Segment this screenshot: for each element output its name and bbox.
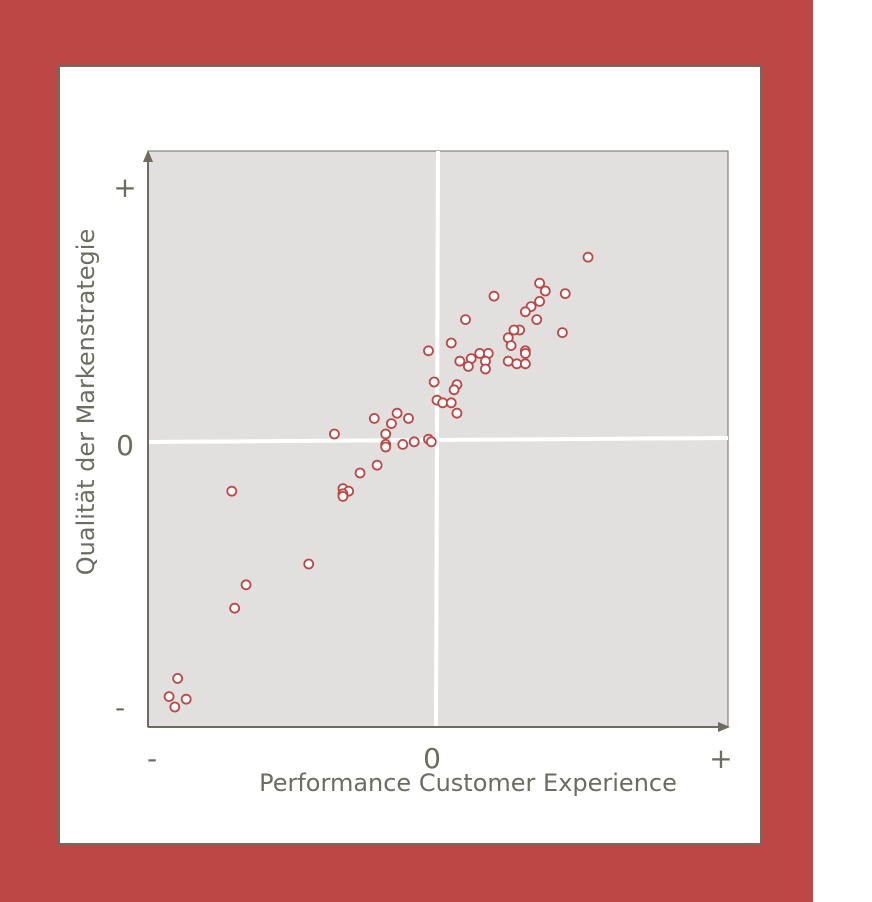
data-point	[557, 327, 568, 339]
data-point	[505, 340, 517, 352]
data-point	[534, 295, 545, 307]
data-point	[371, 459, 383, 471]
data-point	[488, 290, 500, 302]
y-axis-title: Qualität der Markenstrategie	[72, 229, 100, 575]
data-point	[423, 345, 434, 357]
data-point	[397, 438, 409, 450]
x-tick-label: -	[147, 742, 157, 775]
x-tick-label: 0	[423, 742, 441, 775]
data-point	[180, 693, 192, 705]
data-point	[163, 691, 175, 702]
data-point	[454, 355, 466, 367]
data-point	[380, 441, 392, 453]
data-point	[502, 355, 514, 367]
data-point	[451, 407, 463, 419]
y-tick-label: 0	[116, 429, 134, 462]
data-point	[519, 306, 531, 318]
y-tick-label: +	[113, 171, 136, 204]
data-point	[460, 314, 471, 326]
data-point	[425, 436, 437, 448]
data-point	[337, 490, 349, 502]
data-point	[403, 412, 414, 424]
data-point	[229, 602, 241, 614]
data-point	[448, 384, 460, 396]
data-point	[169, 701, 181, 713]
data-point	[531, 314, 543, 326]
data-point	[445, 397, 457, 409]
data-point	[539, 285, 551, 297]
data-point	[240, 579, 252, 591]
data-point	[534, 277, 545, 289]
tick-labels: - 0 + +0 -	[113, 171, 732, 775]
data-point	[519, 358, 531, 370]
data-point	[408, 436, 420, 448]
y-axis-arrow-icon	[143, 150, 153, 162]
data-point	[303, 558, 315, 570]
data-point	[328, 428, 340, 440]
data-point	[445, 337, 457, 349]
x-tick-label: +	[709, 742, 732, 775]
data-point	[480, 363, 491, 375]
data-point	[354, 467, 366, 479]
x-axis-title: Performance Customer Experience	[259, 769, 677, 797]
zero-line-horizontal	[147, 436, 729, 444]
data-point	[519, 347, 531, 359]
data-point	[508, 324, 520, 336]
data-point	[226, 485, 238, 497]
point-group	[163, 251, 594, 713]
data-point	[559, 288, 571, 300]
data-point	[380, 428, 392, 440]
data-point	[391, 407, 403, 419]
y-tick-label: -	[115, 691, 125, 724]
data-point	[172, 673, 184, 684]
data-point	[385, 418, 397, 430]
data-point	[582, 251, 594, 263]
x-axis-arrow-icon	[718, 722, 730, 732]
data-point	[462, 360, 474, 372]
data-point	[368, 412, 380, 424]
data-point	[428, 376, 440, 388]
